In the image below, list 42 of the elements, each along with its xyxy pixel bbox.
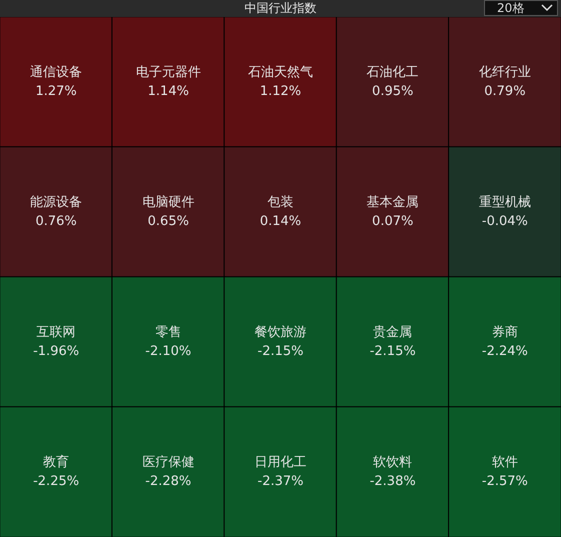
category-label: 能源设备 (30, 195, 82, 210)
data-label: -2.25% (33, 474, 80, 489)
category-label: 教育 (43, 454, 70, 470)
text: 中国行业指数 (244, 1, 316, 15)
data-label: -2.37% (258, 474, 304, 489)
data-label: -1.96% (33, 344, 80, 359)
category-label: 互联网 (36, 325, 76, 340)
data-label: 0.76% (35, 214, 77, 229)
category-label: 日用化工 (254, 455, 306, 470)
category-label: 软件 (492, 455, 518, 470)
data-label: -2.10% (145, 344, 192, 359)
data-label: -0.04% (482, 214, 528, 229)
data-label: -2.24% (482, 344, 528, 359)
data-label: -2.38% (370, 474, 416, 489)
category-label: 石油化工 (366, 65, 419, 80)
category-label: 化纤行业 (478, 65, 531, 80)
category-label: 医疗保健 (142, 455, 194, 470)
category-label: 重型机械 (478, 195, 531, 210)
data-label: 0.79% (484, 84, 526, 99)
category-label: 包装 (268, 195, 294, 210)
dropdown: 20格 (484, 0, 558, 16)
category-label: 基本金属 (366, 195, 419, 210)
category-label: 通信设备 (30, 65, 82, 80)
category-label: 软饮料 (373, 455, 412, 470)
data-label: -2.15% (258, 344, 304, 359)
data-label: 0.95% (372, 84, 414, 99)
data-label: 1.14% (148, 84, 189, 99)
category-label: 券商 (492, 325, 518, 340)
category-label: 石油天然气 (248, 65, 313, 80)
category-label: 零售 (155, 325, 182, 340)
category-label: 餐饮旅游 (254, 325, 306, 340)
data-label: 1.27% (35, 84, 77, 99)
data-label: 0.07% (372, 214, 414, 229)
category-label: 贵金属 (373, 325, 412, 340)
category-label: 电脑硬件 (142, 195, 194, 210)
data-label: -2.28% (145, 474, 192, 489)
data-label: 0.14% (260, 214, 302, 229)
data-label: -2.15% (370, 344, 416, 359)
category-label: 电子元器件 (136, 65, 201, 80)
data-label: -2.57% (482, 474, 528, 489)
data-label: 1.12% (260, 84, 302, 99)
data-label: 0.65% (148, 214, 189, 229)
